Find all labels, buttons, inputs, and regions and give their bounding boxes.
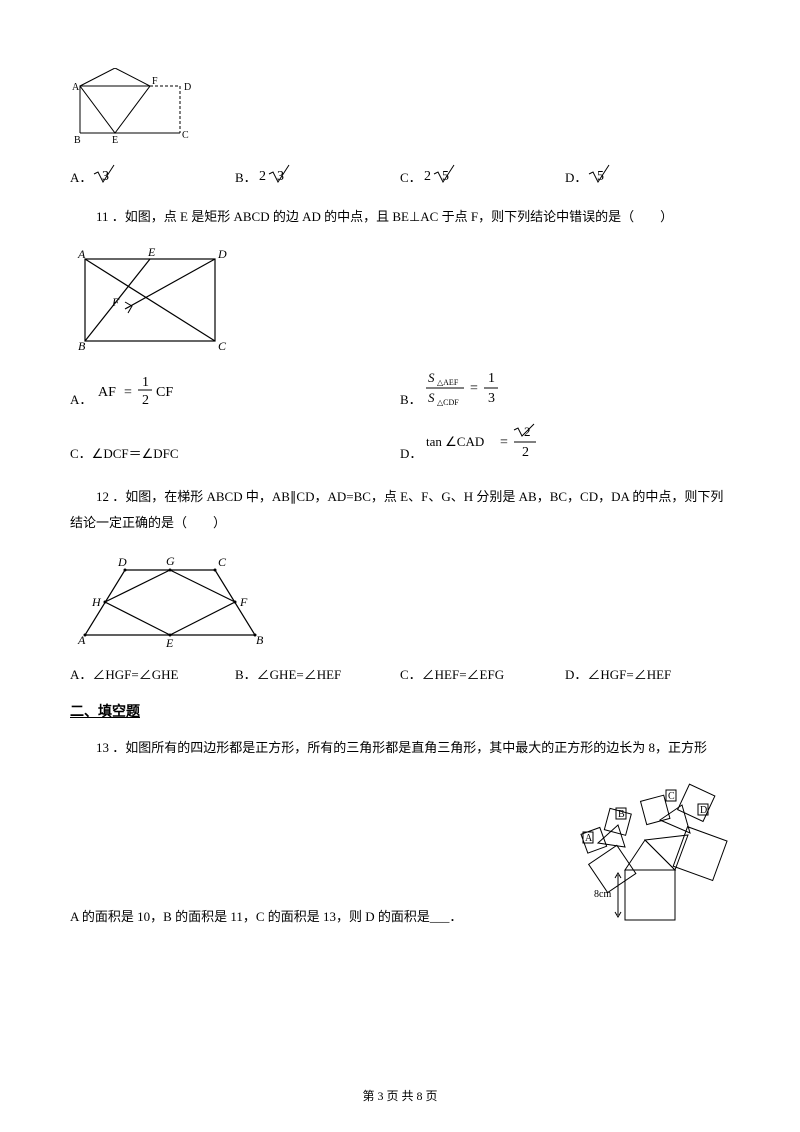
q11-opt-d: D． tan ∠CAD = 2 2 <box>400 422 730 462</box>
q10-label-d: D <box>184 82 191 93</box>
svg-text:2: 2 <box>522 445 529 460</box>
svg-text:CF: CF <box>156 385 173 400</box>
svg-text:2: 2 <box>424 169 431 184</box>
q12-opt-a: A．∠HGF=∠GHE <box>70 664 235 683</box>
svg-text:=: = <box>470 381 478 396</box>
q10-label-e: E <box>112 135 118 146</box>
opt-prefix: B． <box>400 389 422 408</box>
q10-opt-d: D． 5 <box>565 162 730 186</box>
q12-text: 12 ．如图，在梯形 ABCD 中，AB∥CD，AD=BC，点 E、F、G、H … <box>70 484 730 536</box>
q11-opt-b: B． S △AEF S △CDF = 1 3 <box>400 368 730 408</box>
opt-prefix: D． <box>400 443 422 462</box>
svg-text:8cm: 8cm <box>594 889 611 900</box>
svg-text:S: S <box>428 370 435 385</box>
svg-text:2: 2 <box>142 393 149 408</box>
svg-text:C: C <box>218 555 227 569</box>
q12-options: A．∠HGF=∠GHE B．∠GHE=∠HEF C．∠HEF=∠EFG D．∠H… <box>70 664 730 683</box>
svg-text:3: 3 <box>488 391 495 406</box>
svg-text:=: = <box>124 385 132 400</box>
opt-prefix: A． <box>70 389 92 408</box>
svg-text:B: B <box>618 809 625 820</box>
q10-opt-a: A． 3 <box>70 162 235 186</box>
q11-options-row1: A． AF = 1 2 CF B． S △AEF S △CDF = 1 3 <box>70 368 730 408</box>
q11-options-row2: C． ∠DCF＝∠DFC D． tan ∠CAD = 2 2 <box>70 422 730 462</box>
svg-text:2: 2 <box>524 424 531 439</box>
svg-text:△AEF: △AEF <box>437 378 459 387</box>
q13-text: 13 ．如图所有的四边形都是正方形，所有的三角形都是直角三角形，其中最大的正方形… <box>70 735 730 761</box>
q11-text: 11 ．如图，点 E 是矩形 ABCD 的边 AD 的中点，且 BE⊥AC 于点… <box>70 204 730 230</box>
page-footer: 第 3 页 共 8 页 <box>0 1087 800 1104</box>
svg-text:B: B <box>78 339 86 353</box>
q10-label-a: A <box>72 82 80 93</box>
svg-text:1: 1 <box>488 371 495 386</box>
svg-text:E: E <box>165 636 174 650</box>
q10-label-c: C <box>182 130 189 141</box>
opt-prefix: D． <box>565 167 587 186</box>
q10-opt-b: B． 23 <box>235 162 400 186</box>
svg-text:E: E <box>147 245 156 259</box>
q12-opt-d: D．∠HGF=∠HEF <box>565 664 730 683</box>
svg-text:AF: AF <box>98 385 116 400</box>
svg-text:F: F <box>111 295 120 309</box>
svg-text:A: A <box>585 833 593 844</box>
q10-options: A． 3 B． 23 C． 25 D． 5 <box>70 162 730 186</box>
q12-opt-b: B．∠GHE=∠HEF <box>235 664 400 683</box>
opt-prefix: C． <box>70 443 92 462</box>
opt-prefix: B． <box>235 167 257 186</box>
q12-opt-c: C．∠HEF=∠EFG <box>400 664 565 683</box>
q13-figure: A B C D 8cm <box>550 775 730 925</box>
q10-label-f: F <box>152 76 158 87</box>
svg-text:B: B <box>256 633 264 647</box>
svg-text:1: 1 <box>142 375 149 390</box>
svg-text:F: F <box>239 595 248 609</box>
q11-opt-a: A． AF = 1 2 CF <box>70 368 400 408</box>
svg-text:D: D <box>217 247 227 261</box>
q10-opt-c: C． 25 <box>400 162 565 186</box>
svg-text:tan ∠CAD: tan ∠CAD <box>426 434 484 449</box>
q11-opt-c: C． ∠DCF＝∠DFC <box>70 422 400 462</box>
opt-prefix: C． <box>400 167 422 186</box>
svg-text:△CDF: △CDF <box>437 398 459 407</box>
svg-text:C: C <box>218 339 227 353</box>
svg-text:S: S <box>428 390 435 405</box>
svg-text:A: A <box>77 633 86 647</box>
svg-text:D: D <box>117 555 127 569</box>
q13-text2: A 的面积是 10，B 的面积是 11，C 的面积是 13，则 D 的面积是__… <box>70 906 550 925</box>
svg-text:G: G <box>166 554 175 568</box>
q10-figure: A F D B E C <box>70 68 730 148</box>
q10-label-b: B <box>74 135 81 146</box>
opt-text: ∠DCF＝∠DFC <box>92 443 179 462</box>
q11-figure: A E D B C F <box>70 244 730 354</box>
q12-figure: A B C D E F G H <box>70 550 730 650</box>
svg-text:2: 2 <box>259 169 266 184</box>
svg-text:A: A <box>77 247 86 261</box>
opt-prefix: A． <box>70 167 92 186</box>
svg-text:=: = <box>500 435 508 450</box>
section-2-title: 二、填空题 <box>70 701 730 721</box>
svg-text:C: C <box>668 791 675 802</box>
svg-text:H: H <box>91 595 102 609</box>
svg-text:D: D <box>700 805 707 816</box>
